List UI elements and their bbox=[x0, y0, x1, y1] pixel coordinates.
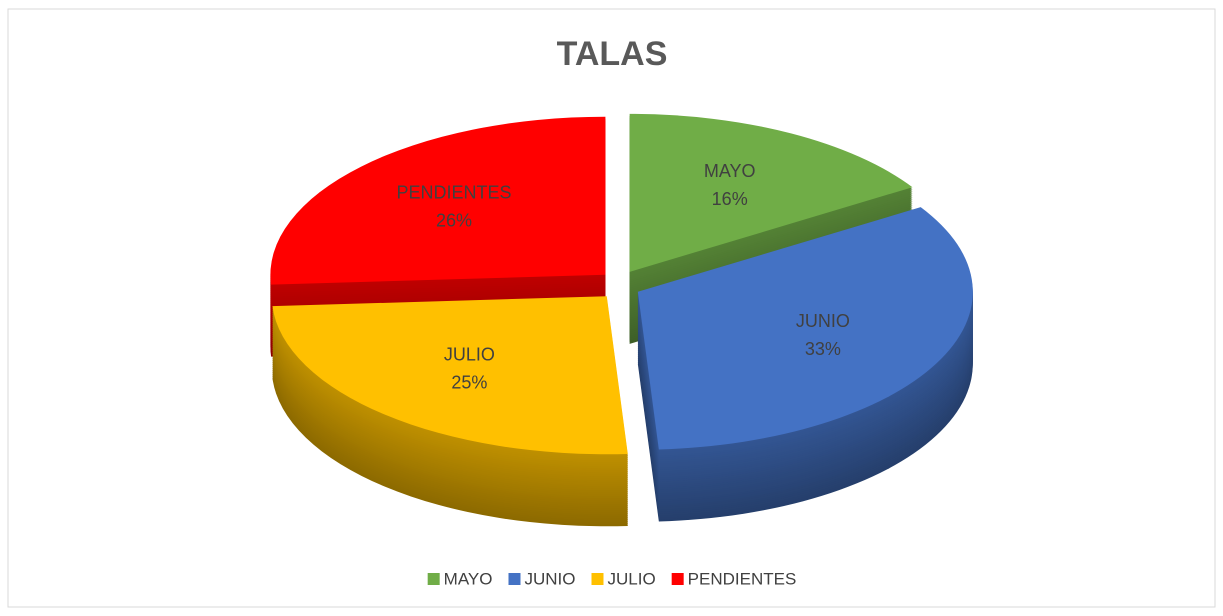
slice bbox=[272, 296, 628, 455]
data-label-category: JULIO bbox=[444, 344, 495, 364]
legend-label: JUNIO bbox=[524, 569, 575, 588]
data-label-category: JUNIO bbox=[796, 311, 850, 331]
legend-swatch bbox=[427, 573, 440, 585]
chart-title: TALAS bbox=[557, 35, 668, 73]
data-label: 16% bbox=[712, 189, 748, 209]
legend-label: PENDIENTES bbox=[688, 569, 797, 588]
legend-swatch bbox=[508, 573, 521, 585]
legend-swatch bbox=[591, 573, 604, 585]
data-label: 26% bbox=[436, 210, 472, 230]
data-label: 33% bbox=[805, 339, 841, 359]
data-label-category: MAYO bbox=[704, 161, 756, 181]
slice bbox=[270, 116, 606, 285]
legend-swatch bbox=[671, 573, 684, 585]
slice bbox=[629, 113, 913, 272]
slice bbox=[637, 207, 973, 450]
data-label: 25% bbox=[451, 372, 487, 392]
legend-label: JULIO bbox=[607, 569, 655, 588]
data-label-category: PENDIENTES bbox=[396, 182, 511, 202]
legend-label: MAYO bbox=[444, 569, 493, 588]
